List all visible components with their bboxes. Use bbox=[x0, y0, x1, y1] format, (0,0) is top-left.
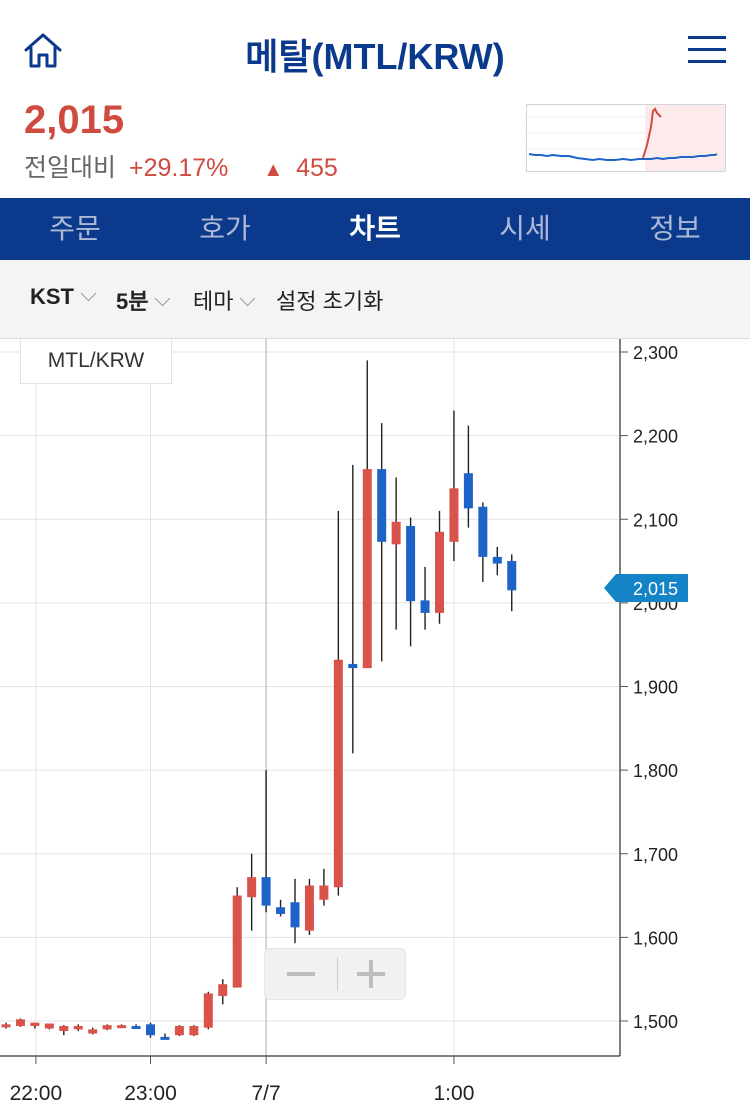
candle-body bbox=[333, 659, 343, 888]
hamburger-icon-line bbox=[688, 48, 726, 51]
candle-body bbox=[160, 1036, 170, 1040]
up-triangle-icon: ▲ bbox=[263, 159, 284, 181]
y-tick-label: 1,900 bbox=[633, 678, 678, 698]
x-tick-label: 23:00 bbox=[124, 1082, 177, 1105]
candle-body bbox=[59, 1026, 69, 1032]
hamburger-icon bbox=[688, 36, 726, 39]
mini-chart-svg bbox=[527, 105, 725, 171]
y-tick-label: 2,100 bbox=[633, 510, 678, 530]
candle-body bbox=[507, 561, 517, 591]
candle-body bbox=[406, 525, 416, 602]
zoom-separator bbox=[337, 957, 338, 991]
candle-body bbox=[117, 1025, 127, 1029]
chevron-down-icon bbox=[155, 290, 171, 307]
current-price: 2,015 bbox=[24, 98, 125, 142]
y-tick-label: 1,600 bbox=[633, 928, 678, 948]
candle-body bbox=[377, 469, 387, 542]
plus-icon-vertical[interactable] bbox=[369, 960, 373, 988]
mini-chart-line-red bbox=[642, 107, 662, 159]
mini-chart-line-blue bbox=[528, 153, 718, 162]
candle-body bbox=[276, 907, 286, 914]
candle-body bbox=[261, 877, 271, 906]
hamburger-icon-line bbox=[688, 60, 726, 63]
chart-svg: 1,5001,6001,7001,8001,9002,0002,1002,200… bbox=[0, 339, 678, 1105]
y-tick-label: 2,200 bbox=[633, 427, 678, 447]
candle-body bbox=[290, 902, 300, 928]
candle-body bbox=[174, 1026, 184, 1036]
tab-4[interactable]: 정보 bbox=[649, 213, 701, 244]
candle-body bbox=[362, 469, 372, 669]
chart-pair-label: MTL/KRW bbox=[20, 339, 172, 384]
timezone-dropdown[interactable]: KST bbox=[30, 284, 97, 310]
candle-body bbox=[348, 663, 358, 669]
candle-body bbox=[30, 1022, 40, 1027]
candle-body bbox=[304, 885, 314, 931]
tab-3[interactable]: 시세 bbox=[499, 213, 551, 244]
reset-settings-button[interactable]: 설정 초기화 bbox=[276, 284, 383, 316]
candle-body bbox=[15, 1019, 25, 1027]
mini-price-chart[interactable] bbox=[526, 104, 726, 172]
y-tick-label: 2,300 bbox=[633, 343, 678, 363]
menu-button[interactable] bbox=[688, 36, 726, 66]
change-amount: 455 bbox=[296, 154, 338, 182]
x-tick-label: 22:00 bbox=[10, 1082, 63, 1105]
candle-body bbox=[449, 488, 459, 542]
current-price-tag: 2,015 bbox=[604, 572, 688, 604]
candle-body bbox=[88, 1029, 98, 1034]
theme-dropdown[interactable]: 테마 bbox=[193, 284, 256, 316]
candlestick-chart[interactable]: 1,500 1,600 1,700 1,800 1,900 2,000 2,100 2,200… bbox=[0, 339, 750, 1107]
candle-body bbox=[232, 895, 242, 988]
candle-body bbox=[44, 1023, 54, 1029]
home-button[interactable] bbox=[22, 30, 64, 72]
candle-body bbox=[102, 1025, 112, 1030]
top-bar: 메탈(MTL/KRW) bbox=[0, 0, 750, 100]
candle-body bbox=[319, 885, 329, 900]
candle-body bbox=[478, 506, 488, 557]
candle-body bbox=[391, 521, 401, 545]
zoom-control bbox=[264, 948, 406, 1000]
tab-0[interactable]: 주문 bbox=[49, 213, 101, 244]
candle-body bbox=[218, 984, 228, 996]
price-tag-text: 2,015 bbox=[633, 579, 678, 599]
theme-label: 테마 bbox=[193, 289, 234, 314]
candle-body bbox=[131, 1026, 141, 1030]
tab-1[interactable]: 호가 bbox=[199, 213, 251, 244]
home-icon bbox=[24, 33, 62, 68]
change-percent: +29.17% bbox=[128, 154, 229, 182]
candle-body bbox=[420, 600, 430, 613]
interval-label: 5분 bbox=[116, 289, 149, 314]
page-title: 메탈(MTL/KRW) bbox=[245, 36, 505, 77]
timezone-label: KST bbox=[30, 284, 74, 309]
candle-body bbox=[492, 556, 502, 564]
candle-body bbox=[203, 993, 213, 1028]
interval-dropdown[interactable]: 5분 bbox=[116, 284, 171, 316]
y-tick-label: 1,800 bbox=[633, 761, 678, 781]
reset-label: 설정 초기화 bbox=[276, 289, 384, 314]
chevron-down-icon bbox=[240, 290, 256, 307]
tab-2[interactable]: 차트 bbox=[349, 213, 401, 244]
chevron-down-icon bbox=[80, 285, 97, 302]
change-row: 전일대비 +29.17% ▲ 455 bbox=[24, 148, 338, 184]
chart-toolbar: KST 5분 테마 설정 초기화 bbox=[0, 260, 750, 339]
x-tick-label: 1:00 bbox=[434, 1082, 475, 1105]
candle-body bbox=[73, 1026, 83, 1030]
x-tick-label: 7/7 bbox=[251, 1082, 280, 1105]
candle-body bbox=[189, 1026, 199, 1036]
y-tick-label: 1,700 bbox=[633, 845, 678, 865]
price-tag-shape: 2,015 bbox=[604, 574, 688, 602]
candle-body bbox=[247, 877, 257, 898]
candle-body bbox=[435, 531, 444, 613]
change-label: 전일대비 bbox=[24, 154, 117, 182]
minus-icon[interactable] bbox=[287, 972, 315, 976]
y-tick-label: 1,500 bbox=[633, 1012, 678, 1032]
candle-body bbox=[1, 1024, 11, 1028]
candle-body bbox=[463, 473, 473, 509]
tab-bar: 주문 호가 차트 시세 정보 bbox=[0, 198, 750, 260]
candle-body bbox=[146, 1024, 155, 1036]
